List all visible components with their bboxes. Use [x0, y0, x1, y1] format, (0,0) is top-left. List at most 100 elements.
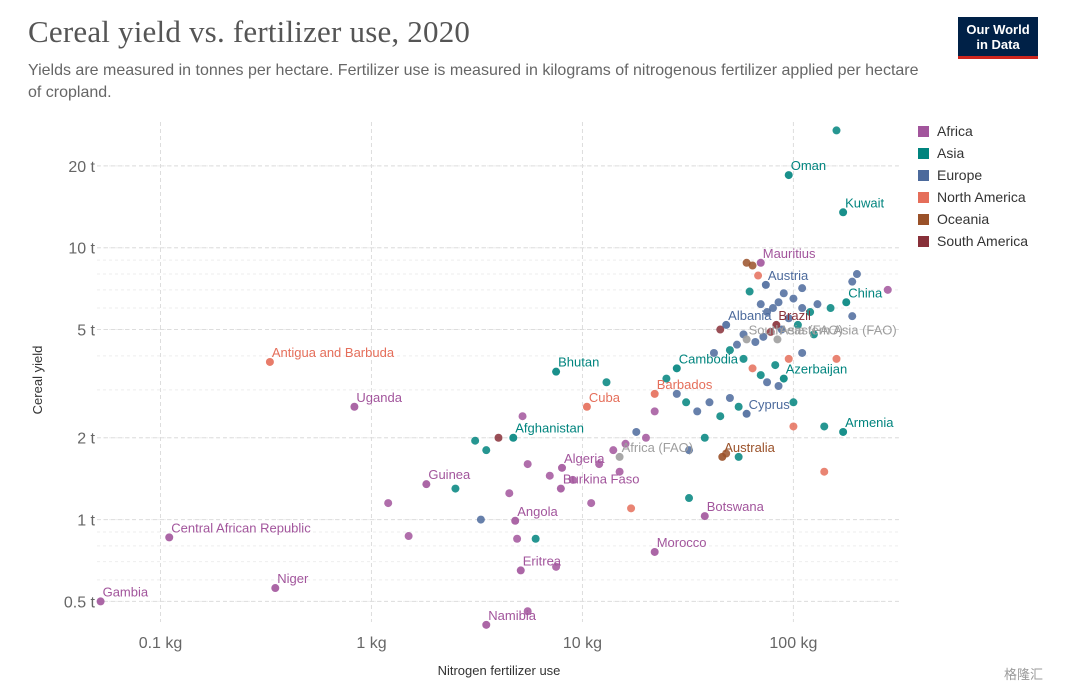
data-point[interactable]: [621, 439, 630, 448]
data-point[interactable]: [734, 402, 743, 411]
data-point[interactable]: [798, 304, 807, 313]
data-point[interactable]: [777, 325, 786, 334]
labeled-data-point[interactable]: [756, 258, 765, 267]
data-point[interactable]: [789, 294, 798, 303]
data-point[interactable]: [716, 412, 725, 421]
labeled-data-point[interactable]: [700, 512, 709, 521]
legend-item[interactable]: Europe: [918, 164, 1028, 186]
data-point[interactable]: [627, 504, 636, 513]
data-point[interactable]: [505, 489, 514, 498]
data-point[interactable]: [682, 398, 691, 407]
data-point[interactable]: [685, 446, 694, 455]
data-point[interactable]: [732, 340, 741, 349]
labeled-data-point[interactable]: [650, 547, 659, 556]
labeled-data-point[interactable]: [742, 409, 751, 418]
data-point[interactable]: [883, 285, 892, 294]
labeled-data-point[interactable]: [761, 280, 770, 289]
data-point[interactable]: [793, 320, 802, 329]
labeled-data-point[interactable]: [165, 533, 174, 542]
data-point[interactable]: [404, 532, 413, 541]
data-point[interactable]: [809, 330, 818, 339]
labeled-data-point[interactable]: [556, 484, 565, 493]
data-point[interactable]: [852, 270, 861, 279]
data-point[interactable]: [789, 422, 798, 431]
data-point[interactable]: [609, 446, 618, 455]
data-point[interactable]: [832, 126, 841, 135]
data-point[interactable]: [705, 398, 714, 407]
labeled-data-point[interactable]: [96, 597, 105, 606]
data-point[interactable]: [384, 499, 393, 508]
data-point[interactable]: [763, 378, 772, 387]
data-point[interactable]: [751, 337, 760, 346]
data-point[interactable]: [494, 433, 503, 442]
labeled-data-point[interactable]: [842, 298, 851, 307]
data-point[interactable]: [820, 467, 829, 476]
data-point[interactable]: [709, 348, 718, 357]
data-point[interactable]: [632, 427, 641, 436]
data-point[interactable]: [784, 354, 793, 363]
data-point[interactable]: [545, 471, 554, 480]
data-point[interactable]: [756, 371, 765, 380]
data-point[interactable]: [595, 460, 604, 469]
data-point[interactable]: [662, 374, 671, 383]
data-point[interactable]: [798, 348, 807, 357]
labeled-data-point[interactable]: [784, 171, 793, 180]
legend-item[interactable]: South America: [918, 230, 1028, 252]
data-point[interactable]: [451, 484, 460, 493]
data-point[interactable]: [826, 304, 835, 313]
labeled-data-point[interactable]: [265, 357, 274, 366]
data-point[interactable]: [641, 433, 650, 442]
data-point[interactable]: [685, 494, 694, 503]
labeled-data-point[interactable]: [779, 374, 788, 383]
labeled-data-point[interactable]: [722, 320, 731, 329]
data-point[interactable]: [763, 308, 772, 317]
data-point[interactable]: [476, 515, 485, 524]
labeled-data-point[interactable]: [742, 335, 751, 344]
labeled-data-point[interactable]: [718, 452, 727, 461]
data-point[interactable]: [798, 284, 807, 293]
labeled-data-point[interactable]: [271, 584, 280, 593]
data-point[interactable]: [813, 300, 822, 309]
data-point[interactable]: [725, 346, 734, 355]
data-point[interactable]: [518, 412, 527, 421]
labeled-data-point[interactable]: [773, 335, 782, 344]
owid-logo[interactable]: Our World in Data: [958, 17, 1038, 59]
labeled-data-point[interactable]: [839, 427, 848, 436]
data-point[interactable]: [832, 354, 841, 363]
data-point[interactable]: [771, 361, 780, 370]
data-point[interactable]: [739, 354, 748, 363]
data-point[interactable]: [700, 433, 709, 442]
data-point[interactable]: [725, 394, 734, 403]
data-point[interactable]: [748, 261, 757, 270]
labeled-data-point[interactable]: [350, 402, 359, 411]
data-point[interactable]: [806, 308, 815, 317]
data-point[interactable]: [748, 364, 757, 373]
labeled-data-point[interactable]: [672, 364, 681, 373]
labeled-data-point[interactable]: [582, 402, 591, 411]
data-point[interactable]: [789, 398, 798, 407]
data-point[interactable]: [716, 325, 725, 334]
labeled-data-point[interactable]: [552, 367, 561, 376]
data-point[interactable]: [774, 298, 783, 307]
data-point[interactable]: [615, 467, 624, 476]
labeled-data-point[interactable]: [422, 480, 431, 489]
legend-item[interactable]: Asia: [918, 142, 1028, 164]
legend-item[interactable]: Africa: [918, 120, 1028, 142]
labeled-data-point[interactable]: [509, 433, 518, 442]
data-point[interactable]: [784, 314, 793, 323]
data-point[interactable]: [759, 332, 768, 341]
data-point[interactable]: [523, 607, 532, 616]
labeled-data-point[interactable]: [650, 389, 659, 398]
data-point[interactable]: [568, 475, 577, 484]
data-point[interactable]: [754, 271, 763, 280]
labeled-data-point[interactable]: [482, 620, 491, 629]
data-point[interactable]: [672, 389, 681, 398]
data-point[interactable]: [531, 534, 540, 543]
labeled-data-point[interactable]: [511, 516, 520, 525]
data-point[interactable]: [848, 312, 857, 321]
labeled-data-point[interactable]: [839, 208, 848, 217]
legend-item[interactable]: North America: [918, 186, 1028, 208]
data-point[interactable]: [587, 499, 596, 508]
data-point[interactable]: [650, 407, 659, 416]
data-point[interactable]: [471, 436, 480, 445]
